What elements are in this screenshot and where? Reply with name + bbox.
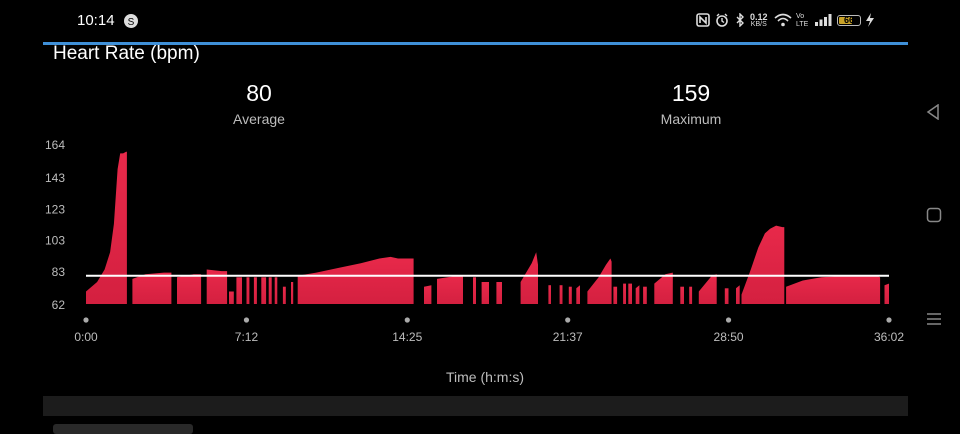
card-accent-bar xyxy=(43,42,908,45)
average-stat: 80 Average xyxy=(189,80,329,127)
status-bar: 10:14 S 0.12 KB/S Vo LTE 66 xyxy=(0,0,960,40)
y-tick-label: 62 xyxy=(52,298,66,312)
x-tick-dot xyxy=(565,317,571,323)
heart-rate-area-segment xyxy=(587,258,612,304)
heart-rate-area-segment xyxy=(698,274,717,304)
heart-rate-area-segment xyxy=(261,277,267,304)
card-title: Heart Rate (bpm) xyxy=(53,43,200,64)
heart-rate-area-segment xyxy=(291,282,294,304)
maximum-value: 159 xyxy=(671,80,711,106)
x-tick-dot xyxy=(725,317,732,323)
x-tick-label: 28:50 xyxy=(714,330,744,344)
next-card-title xyxy=(53,424,193,434)
heart-rate-area-segment xyxy=(548,285,551,304)
heart-rate-area-segment xyxy=(246,277,250,304)
volte-top: Vo xyxy=(796,13,805,20)
network-speed-value: 0.12 xyxy=(750,12,768,22)
heart-rate-area-segment xyxy=(654,272,673,304)
x-tick-label: 36:02 xyxy=(874,330,904,344)
heart-rate-area-segment xyxy=(496,282,502,304)
status-time: 10:14 xyxy=(77,12,115,29)
app-notification-icon: S xyxy=(124,14,138,28)
battery-level-fill xyxy=(839,17,852,24)
heart-rate-area-segment xyxy=(132,272,172,304)
heart-rate-area-segment xyxy=(177,274,202,304)
heart-rate-area-segment xyxy=(628,283,632,304)
x-tick-dot xyxy=(404,317,410,323)
heart-rate-area-segment xyxy=(643,286,647,304)
heart-rate-area-segment xyxy=(736,285,740,304)
y-tick-label: 123 xyxy=(45,202,65,216)
maximum-stat: 159 Maximum xyxy=(621,80,761,127)
heart-rate-area-segment xyxy=(473,277,476,304)
heart-rate-area-segment xyxy=(229,291,234,304)
network-speed: 0.12 KB/S xyxy=(750,13,768,29)
x-tick-dot xyxy=(243,317,250,323)
x-tick-label: 0:00 xyxy=(74,330,98,344)
x-tick-label: 14:25 xyxy=(392,330,422,344)
heart-rate-area-segment xyxy=(437,275,463,304)
network-speed-unit: KB/S xyxy=(750,21,767,28)
heart-rate-area-segment xyxy=(613,286,618,304)
heart-rate-area-segment xyxy=(424,285,432,304)
svg-text:S: S xyxy=(128,17,135,28)
x-tick-label: 7:12 xyxy=(235,330,259,344)
volte-bottom: LTE xyxy=(796,21,809,28)
heart-rate-area-segment xyxy=(297,256,414,304)
heart-rate-area-segment xyxy=(568,286,572,304)
y-tick-label: 164 xyxy=(45,138,65,152)
heart-rate-area-segment xyxy=(206,269,228,304)
y-tick-label: 83 xyxy=(52,265,66,279)
heart-rate-area-segment xyxy=(884,283,889,304)
x-tick-label: 21:37 xyxy=(553,330,583,344)
x-tick-dot xyxy=(83,317,89,323)
volte-indicator: Vo LTE xyxy=(796,13,808,29)
heart-rate-area-segment xyxy=(86,151,127,304)
average-label: Average xyxy=(233,111,285,127)
heart-rate-area-segment xyxy=(724,288,729,304)
heart-rate-area-segment xyxy=(236,277,242,304)
y-tick-label: 143 xyxy=(45,171,65,185)
heart-rate-area-segment xyxy=(680,286,684,304)
heart-rate-area-segment xyxy=(481,282,489,304)
next-card-top xyxy=(43,396,908,416)
maximum-label: Maximum xyxy=(660,111,722,127)
heart-rate-area-segment xyxy=(268,277,272,304)
heart-rate-area-segment xyxy=(282,286,286,304)
heart-rate-area-segment xyxy=(786,275,881,304)
heart-rate-area-segment xyxy=(689,286,693,304)
y-tick-label: 103 xyxy=(45,234,65,248)
wifi-icon xyxy=(774,13,792,27)
x-tick-dot xyxy=(886,317,892,323)
heart-rate-area-segment xyxy=(520,252,538,304)
heart-rate-area-segment xyxy=(623,283,626,304)
heart-rate-area-segment xyxy=(253,277,257,304)
bluetooth-icon xyxy=(736,13,744,27)
heart-rate-area-segment xyxy=(274,277,278,304)
heart-rate-area-segment xyxy=(576,285,580,304)
heart-rate-area-segment xyxy=(635,285,640,304)
signal-strength-icon xyxy=(815,14,832,26)
battery-percent: 66 xyxy=(843,15,854,25)
x-axis-label: Time (h:m:s) xyxy=(446,369,524,385)
average-value: 80 xyxy=(246,80,272,106)
alarm-icon xyxy=(716,13,728,27)
heart-rate-area-segment xyxy=(559,285,563,304)
nfc-icon xyxy=(696,13,710,27)
charging-icon xyxy=(866,13,874,27)
heart-rate-area-segment xyxy=(741,225,785,304)
battery-icon: 66 xyxy=(837,15,861,26)
